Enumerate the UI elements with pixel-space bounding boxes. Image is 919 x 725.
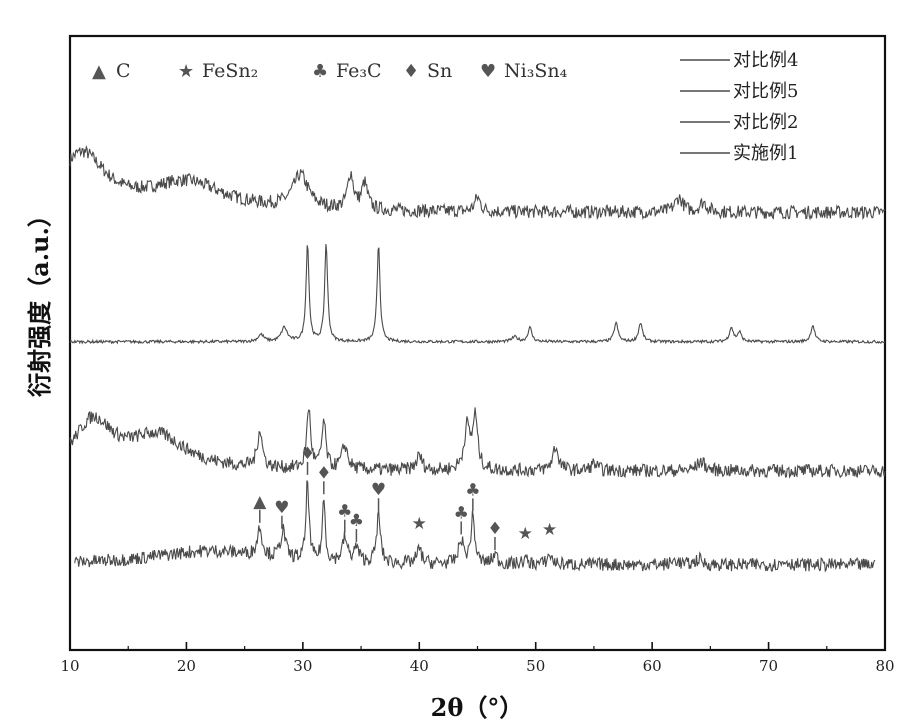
x-tick-label: 20 xyxy=(177,657,196,675)
peak-marker: ★ xyxy=(412,514,427,534)
phase-legend-symbol: ▲ xyxy=(92,61,106,82)
x-axis-title: 2θ（°） xyxy=(431,693,524,722)
peak-marker: ♣ xyxy=(465,480,480,500)
phase-legend-label: Sn xyxy=(427,60,452,82)
legend-label: 对比例5 xyxy=(733,81,798,102)
x-tick-label: 50 xyxy=(526,657,545,675)
peak-marker: ♦ xyxy=(487,519,502,539)
phase-legend-symbol: ♣ xyxy=(312,61,328,82)
peak-marker: ♣ xyxy=(349,511,364,531)
peak-marker: ★ xyxy=(542,520,557,540)
phase-legend-symbol: ♦ xyxy=(403,61,419,82)
series-legend: 对比例4 对比例5 对比例2 实施例1 xyxy=(680,50,798,164)
series-line xyxy=(70,407,885,477)
legend-label: 对比例4 xyxy=(733,50,798,71)
x-tick-label: 80 xyxy=(875,657,894,675)
peak-marker: ♥ xyxy=(371,480,386,500)
peak-marker: ♣ xyxy=(454,503,469,523)
x-tick-label: 60 xyxy=(643,657,662,675)
x-tick-label: 40 xyxy=(410,657,429,675)
peak-marker: ★ xyxy=(518,524,533,544)
legend-label: 对比例2 xyxy=(733,112,798,133)
x-tick-label: 10 xyxy=(60,657,79,675)
peak-marker: ▲ xyxy=(253,492,267,512)
legend-label: 实施例1 xyxy=(733,143,798,164)
phase-legend-symbol: ♥ xyxy=(480,61,496,82)
phase-legend-label: C xyxy=(116,60,131,82)
phase-legend-label: FeSn₂ xyxy=(202,60,258,82)
peak-marker: ♦ xyxy=(316,463,331,483)
phase-legend-label: Ni₃Sn₄ xyxy=(504,60,568,82)
series-layer xyxy=(70,147,885,571)
peak-marker-layer: ▲♥♦♦♣♣♥★♣♣♦★★ xyxy=(253,444,557,550)
tick-layer: 10 20 30 40 50 60 70 80 xyxy=(60,642,894,675)
phase-legend-symbol: ★ xyxy=(178,61,194,82)
x-tick-label: 30 xyxy=(293,657,312,675)
y-axis-title: 衍射强度（a.u.） xyxy=(25,203,54,397)
peak-marker: ♦ xyxy=(300,444,315,464)
phase-legend: ▲ C ★ FeSn₂ ♣ Fe₃C ♦ Sn ♥ Ni₃Sn₄ xyxy=(92,60,568,82)
peak-marker: ♥ xyxy=(274,498,289,518)
phase-legend-label: Fe₃C xyxy=(336,60,382,82)
series-line xyxy=(70,244,885,343)
x-tick-label: 70 xyxy=(759,657,778,675)
